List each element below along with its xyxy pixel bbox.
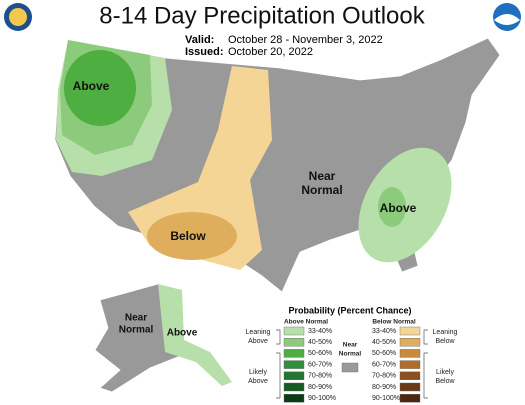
legend-title: Probability (Percent Chance) [288, 305, 411, 315]
legend-near: Normal [339, 351, 362, 358]
se-above-40 [378, 187, 406, 227]
legend-swatch [399, 371, 421, 380]
issued-date: October 20, 2022 [228, 46, 313, 58]
legend-bin-label: 40-50% [372, 339, 396, 346]
legend-bin-label: 80-90% [308, 384, 332, 391]
legend-bin-label: 60-70% [308, 361, 332, 368]
doc-logo-inner [9, 8, 27, 26]
map-label: Near [125, 313, 147, 324]
legend-near: Near [343, 342, 358, 349]
legend-bin-label: 50-60% [372, 350, 396, 357]
nw-above-50 [64, 50, 136, 126]
legend-bin-label: 70-80% [308, 373, 332, 380]
legend-swatch [283, 360, 305, 369]
map-label: Above [380, 201, 417, 215]
legend-group: Leaning [433, 329, 458, 336]
legend-swatch [399, 349, 421, 358]
legend-group: Below [435, 338, 455, 345]
alaska-above-33 [158, 284, 232, 386]
map-label: Normal [301, 183, 342, 197]
conus-map [54, 37, 501, 293]
legend-bin-label: 40-50% [308, 339, 332, 346]
legend-group: Below [435, 378, 455, 385]
legend-bin-label: 80-90% [372, 384, 396, 391]
legend-swatch [399, 326, 421, 336]
legend-bin-label: 50-60% [308, 350, 332, 357]
issued-label: Issued: [185, 46, 224, 58]
legend-swatch [399, 360, 421, 369]
legend-swatch [341, 362, 359, 373]
legend-header: Above Normal [284, 319, 328, 326]
title: 8-14 Day Precipitation Outlook [99, 2, 426, 29]
legend-bin-label: 60-70% [372, 361, 396, 368]
legend-bin-label: 70-80% [372, 373, 396, 380]
sw-below-40 [147, 212, 237, 260]
legend-bin-label: 33-40% [308, 328, 332, 335]
map-label: Normal [119, 325, 154, 336]
legend-bin-label: 33-40% [372, 328, 396, 335]
legend-swatch [399, 338, 421, 347]
legend-bin-label: 90-100% [308, 395, 336, 402]
map-label: Above [167, 328, 198, 339]
legend-header: Below Normal [372, 319, 416, 326]
noaa-logo-bird [494, 14, 520, 25]
legend-swatch [283, 382, 305, 392]
valid-label: Valid: [185, 34, 214, 46]
legend-brackets [276, 329, 428, 399]
legend-group: Above [248, 378, 268, 385]
legend-group: Above [248, 338, 268, 345]
legend-group: Likely [249, 369, 267, 376]
legend-group: Leaning [246, 329, 271, 336]
logos [4, 3, 521, 31]
legend-bin-label: 90-100% [372, 395, 400, 402]
legend-swatch [399, 394, 421, 403]
legend: Probability (Percent Chance) Above Norma… [246, 305, 458, 403]
alaska-map [94, 283, 233, 393]
legend-swatch [399, 382, 421, 392]
map-label: Above [73, 79, 110, 93]
map-label: Below [170, 229, 206, 243]
legend-swatch [283, 338, 305, 347]
legend-swatch [283, 371, 305, 380]
legend-swatch [283, 326, 305, 336]
legend-swatch [283, 349, 305, 358]
valid-dates: October 28 - November 3, 2022 [228, 34, 383, 46]
map-label: Near [309, 169, 336, 183]
legend-group: Likely [436, 369, 454, 376]
legend-swatch [283, 394, 305, 403]
